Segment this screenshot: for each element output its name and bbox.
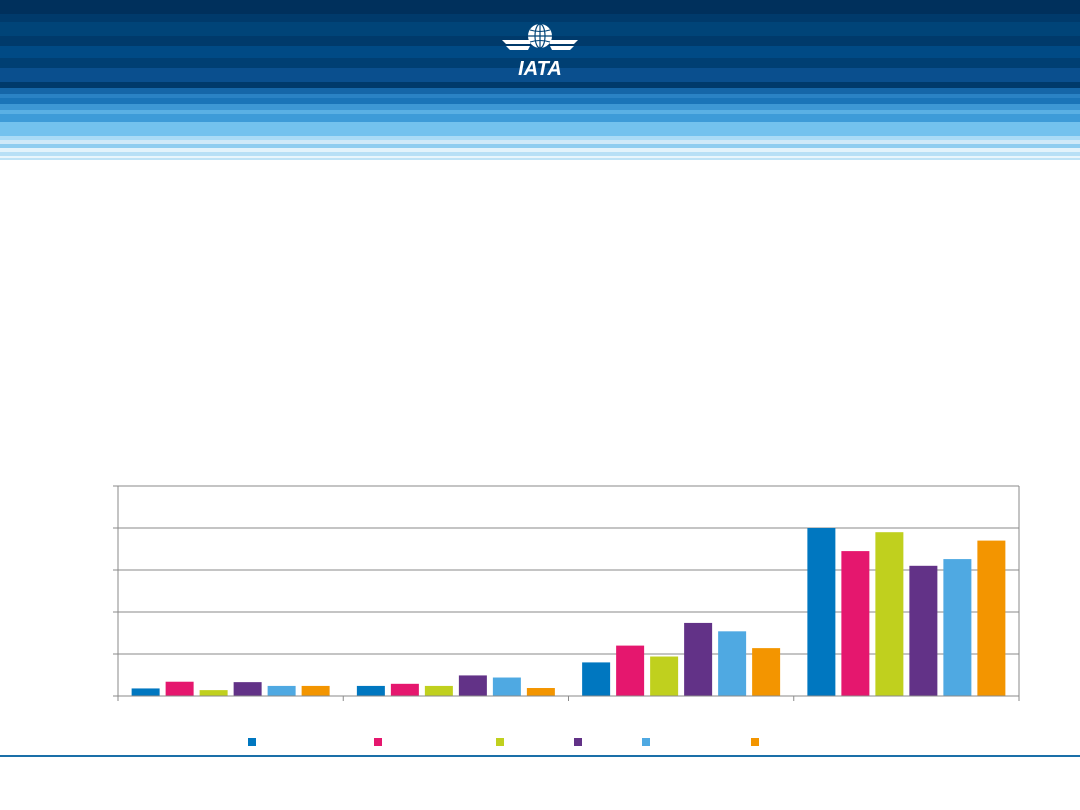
- header-stripes: [0, 0, 1080, 160]
- bar: [233, 682, 262, 696]
- iata-logo: IATA: [498, 18, 582, 80]
- bar: [909, 565, 938, 696]
- bar: [301, 685, 330, 696]
- legend-swatch: [496, 738, 504, 746]
- legend-swatch: [374, 738, 382, 746]
- bar-chart: [0, 470, 1080, 710]
- bar: [458, 675, 487, 696]
- bar: [875, 532, 904, 696]
- bar: [943, 559, 972, 696]
- bar: [390, 683, 419, 696]
- bar: [807, 528, 836, 696]
- bar: [718, 631, 747, 696]
- legend-swatch: [248, 738, 256, 746]
- logo-text: IATA: [518, 58, 562, 80]
- legend-swatch: [642, 738, 650, 746]
- bar: [165, 681, 194, 696]
- bar: [684, 622, 713, 696]
- legend-swatch: [751, 738, 759, 746]
- bar: [356, 685, 385, 696]
- bar: [199, 690, 228, 696]
- bar: [492, 677, 521, 696]
- chart-axes: [113, 485, 1020, 701]
- bar: [131, 688, 160, 696]
- bar: [424, 685, 453, 696]
- bar: [582, 662, 611, 696]
- legend-swatch: [574, 738, 582, 746]
- bar: [752, 648, 781, 696]
- bar: [526, 688, 555, 696]
- bar: [267, 685, 296, 696]
- footer-divider: [0, 755, 1080, 757]
- globe-icon: IATA: [502, 23, 578, 80]
- bar: [841, 551, 870, 696]
- chart-canvas: [113, 485, 1020, 701]
- chart-bars: [131, 528, 1006, 696]
- bar: [977, 540, 1006, 696]
- chart-legend: [0, 734, 1080, 750]
- bar: [616, 645, 645, 696]
- header-banner: IATA: [0, 0, 1080, 162]
- bar: [650, 656, 679, 696]
